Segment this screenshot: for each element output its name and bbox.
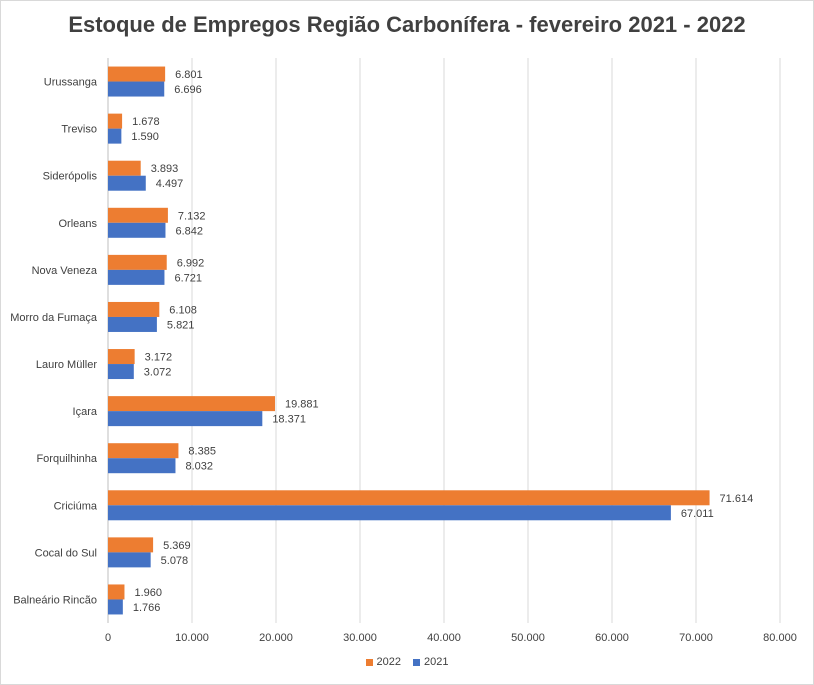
x-tick-label: 60.000 bbox=[595, 632, 629, 644]
chart-title: Estoque de Empregos Região Carbonífera -… bbox=[68, 12, 746, 37]
legend-swatch bbox=[365, 658, 373, 666]
data-label-2022: 71.614 bbox=[720, 493, 754, 505]
bar-2021 bbox=[108, 458, 176, 474]
data-label-2022: 1.960 bbox=[134, 587, 162, 599]
bar-2022 bbox=[108, 443, 179, 459]
data-label-2022: 8.385 bbox=[188, 446, 216, 458]
x-tick-label: 30.000 bbox=[343, 632, 377, 644]
bar-2022 bbox=[108, 113, 123, 129]
category-label: Treviso bbox=[61, 124, 97, 136]
category-label: Siderópolis bbox=[43, 171, 98, 183]
data-label-2021: 8.032 bbox=[185, 461, 213, 473]
data-label-2022: 3.172 bbox=[145, 352, 173, 364]
bar-2022 bbox=[108, 66, 166, 82]
data-label-2021: 6.721 bbox=[174, 272, 202, 284]
bar-2022 bbox=[108, 207, 168, 223]
bar-2021 bbox=[108, 411, 263, 427]
category-label: Forquilhinha bbox=[36, 453, 97, 465]
bar-2021 bbox=[108, 505, 671, 521]
x-tick-label: 50.000 bbox=[511, 632, 545, 644]
x-tick-label: 40.000 bbox=[427, 632, 461, 644]
x-tick-label: 10.000 bbox=[175, 632, 209, 644]
data-label-2021: 5.821 bbox=[167, 319, 195, 331]
legend-label: 2021 bbox=[424, 656, 449, 668]
data-label-2021: 1.590 bbox=[131, 131, 159, 143]
legend-item-2022: 2022 bbox=[365, 656, 401, 668]
legend-label: 2022 bbox=[376, 656, 401, 668]
category-label: Nova Veneza bbox=[32, 265, 98, 277]
bar-2022 bbox=[108, 584, 125, 600]
data-label-2021: 6.842 bbox=[175, 225, 203, 237]
bar-2021 bbox=[108, 269, 165, 285]
category-label: Criciúma bbox=[54, 500, 98, 512]
bar-2022 bbox=[108, 396, 276, 412]
category-label: Orleans bbox=[58, 218, 97, 230]
chart-plot: 0 10.000 20.000 30.000 40.000 50.000 60.000 70.… bbox=[10, 58, 797, 644]
bar-2022 bbox=[108, 301, 160, 317]
legend: 2022 2021 bbox=[0, 656, 814, 669]
bar-2021 bbox=[108, 552, 151, 568]
x-tick-label: 80.000 bbox=[763, 632, 797, 644]
bar-2021 bbox=[108, 222, 166, 238]
category-label: Lauro Müller bbox=[36, 359, 97, 371]
data-label-2021: 1.766 bbox=[133, 602, 161, 614]
x-tick-label: 20.000 bbox=[259, 632, 293, 644]
bar-2022 bbox=[108, 254, 167, 270]
data-label-2021: 67.011 bbox=[681, 508, 714, 520]
legend-swatch bbox=[413, 658, 420, 666]
data-label-2022: 5.369 bbox=[163, 540, 191, 552]
data-label-2021: 5.078 bbox=[161, 555, 189, 567]
bar-2021 bbox=[108, 175, 146, 191]
bar-2021 bbox=[108, 81, 165, 97]
data-label-2022: 3.893 bbox=[151, 163, 179, 175]
category-label: Urussanga bbox=[44, 77, 98, 89]
data-label-2022: 7.132 bbox=[178, 210, 206, 222]
data-label-2022: 6.992 bbox=[177, 257, 205, 269]
bar-2022 bbox=[108, 160, 141, 176]
category-label: Morro da Fumaça bbox=[10, 312, 98, 324]
bar-2022 bbox=[108, 349, 135, 365]
x-tick-label: 0 bbox=[105, 632, 111, 644]
bar-2021 bbox=[108, 364, 134, 380]
bar-2022 bbox=[108, 537, 154, 553]
legend-item-2021: 2021 bbox=[413, 656, 448, 668]
category-label: Cocal do Sul bbox=[35, 547, 97, 559]
data-label-2021: 6.696 bbox=[174, 84, 202, 96]
data-label-2022: 6.108 bbox=[169, 304, 197, 316]
data-label-2021: 3.072 bbox=[144, 367, 172, 379]
data-label-2021: 4.497 bbox=[156, 178, 184, 190]
data-label-2022: 6.801 bbox=[175, 69, 203, 81]
data-label-2021: 18.371 bbox=[272, 414, 306, 426]
x-tick-label: 70.000 bbox=[679, 632, 713, 644]
category-label: Balneário Rincão bbox=[13, 594, 97, 606]
bar-2022 bbox=[108, 490, 710, 506]
data-label-2022: 19.881 bbox=[285, 399, 319, 411]
bar-2021 bbox=[108, 128, 122, 144]
bar-2021 bbox=[108, 599, 123, 615]
data-label-2022: 1.678 bbox=[132, 116, 160, 128]
bar-2021 bbox=[108, 316, 157, 332]
category-label: Içara bbox=[73, 406, 98, 418]
